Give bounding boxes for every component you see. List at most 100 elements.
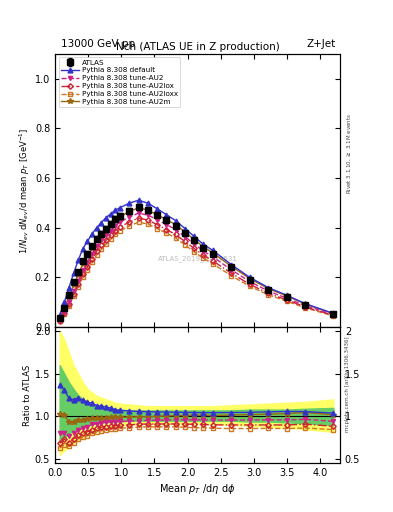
Pythia 8.308 default: [57, 312, 62, 318]
Pythia 8.308 tune-AU2loxx: [173, 235, 178, 241]
Pythia 8.308 tune-AU2: [210, 254, 215, 260]
Pythia 8.308 default: [266, 285, 271, 291]
Pythia 8.308 tune-AU2: [285, 295, 289, 302]
Line: Pythia 8.308 tune-AU2loxx: Pythia 8.308 tune-AU2loxx: [58, 220, 335, 323]
Pythia 8.308 default: [164, 211, 169, 218]
Pythia 8.308 tune-AU2: [173, 226, 178, 232]
Pythia 8.308 tune-AU2lox: [76, 281, 81, 287]
Pythia 8.308 tune-AU2m: [229, 263, 233, 269]
X-axis label: Mean $p_T$ /d$\eta$ d$\phi$: Mean $p_T$ /d$\eta$ d$\phi$: [159, 482, 236, 497]
Pythia 8.308 tune-AU2loxx: [113, 231, 118, 238]
Pythia 8.308 tune-AU2loxx: [85, 267, 90, 273]
Pythia 8.308 default: [127, 200, 132, 206]
Pythia 8.308 tune-AU2lox: [145, 217, 150, 223]
Pythia 8.308 tune-AU2loxx: [248, 283, 252, 289]
Pythia 8.308 tune-AU2: [99, 238, 104, 244]
Pythia 8.308 tune-AU2: [71, 288, 76, 294]
Pythia 8.308 tune-AU2lox: [113, 227, 118, 233]
Pythia 8.308 default: [331, 310, 336, 316]
Pythia 8.308 tune-AU2m: [173, 222, 178, 228]
Pythia 8.308 tune-AU2loxx: [118, 228, 122, 234]
Text: mcplots.cern.ch [arXiv:1306.3436]: mcplots.cern.ch [arXiv:1306.3436]: [345, 336, 350, 432]
Pythia 8.308 default: [94, 224, 99, 230]
Pythia 8.308 tune-AU2lox: [303, 304, 308, 310]
Pythia 8.308 default: [85, 238, 90, 244]
Pythia 8.308 tune-AU2loxx: [108, 237, 113, 243]
Pythia 8.308 tune-AU2lox: [192, 245, 196, 251]
Text: ATLAS_2019_I1736531: ATLAS_2019_I1736531: [158, 255, 237, 262]
Pythia 8.308 default: [118, 205, 122, 211]
Pythia 8.308 tune-AU2m: [90, 245, 94, 251]
Pythia 8.308 tune-AU2: [57, 317, 62, 323]
Pythia 8.308 default: [71, 270, 76, 276]
Pythia 8.308 tune-AU2: [303, 303, 308, 309]
Pythia 8.308 tune-AU2lox: [66, 302, 71, 308]
Pythia 8.308 tune-AU2lox: [94, 248, 99, 254]
Pythia 8.308 tune-AU2loxx: [210, 261, 215, 267]
Pythia 8.308 default: [210, 247, 215, 253]
Pythia 8.308 tune-AU2m: [57, 315, 62, 321]
Pythia 8.308 default: [192, 233, 196, 240]
Pythia 8.308 tune-AU2loxx: [229, 272, 233, 279]
Pythia 8.308 tune-AU2lox: [81, 271, 85, 278]
Pythia 8.308 tune-AU2lox: [285, 297, 289, 303]
Pythia 8.308 tune-AU2lox: [108, 232, 113, 239]
Pythia 8.308 default: [201, 241, 206, 247]
Legend: ATLAS, Pythia 8.308 default, Pythia 8.308 tune-AU2, Pythia 8.308 tune-AU2lox, Py: ATLAS, Pythia 8.308 default, Pythia 8.30…: [59, 57, 180, 107]
Pythia 8.308 tune-AU2lox: [155, 222, 160, 228]
Pythia 8.308 tune-AU2m: [113, 217, 118, 223]
Pythia 8.308 tune-AU2: [182, 233, 187, 240]
Pythia 8.308 tune-AU2loxx: [285, 298, 289, 304]
Pythia 8.308 default: [303, 301, 308, 307]
Pythia 8.308 tune-AU2m: [285, 293, 289, 299]
Pythia 8.308 tune-AU2: [85, 259, 90, 265]
Pythia 8.308 default: [155, 206, 160, 212]
Pythia 8.308 tune-AU2: [192, 241, 196, 247]
Pythia 8.308 tune-AU2lox: [182, 239, 187, 245]
Pythia 8.308 tune-AU2: [94, 243, 99, 249]
Line: Pythia 8.308 default: Pythia 8.308 default: [57, 198, 336, 317]
Pythia 8.308 tune-AU2: [104, 232, 108, 239]
Pythia 8.308 tune-AU2lox: [57, 318, 62, 324]
Pythia 8.308 tune-AU2lox: [136, 215, 141, 221]
Pythia 8.308 tune-AU2m: [127, 208, 132, 215]
Pythia 8.308 tune-AU2: [145, 212, 150, 218]
Pythia 8.308 tune-AU2m: [99, 232, 104, 238]
Pythia 8.308 tune-AU2: [113, 223, 118, 229]
Pythia 8.308 default: [173, 218, 178, 224]
Pythia 8.308 tune-AU2m: [76, 272, 81, 278]
Pythia 8.308 tune-AU2lox: [201, 252, 206, 259]
Pythia 8.308 default: [104, 215, 108, 221]
Pythia 8.308 tune-AU2m: [66, 293, 71, 300]
Pythia 8.308 tune-AU2: [76, 278, 81, 284]
Line: Pythia 8.308 tune-AU2: Pythia 8.308 tune-AU2: [58, 211, 335, 322]
Pythia 8.308 tune-AU2lox: [248, 281, 252, 287]
Pythia 8.308 tune-AU2loxx: [182, 242, 187, 248]
Pythia 8.308 default: [182, 225, 187, 231]
Pythia 8.308 tune-AU2: [108, 227, 113, 233]
Pythia 8.308 default: [113, 207, 118, 213]
Pythia 8.308 default: [76, 257, 81, 263]
Line: Pythia 8.308 tune-AU2lox: Pythia 8.308 tune-AU2lox: [58, 216, 335, 323]
Pythia 8.308 tune-AU2lox: [127, 219, 132, 225]
Pythia 8.308 tune-AU2lox: [266, 290, 271, 296]
Y-axis label: Ratio to ATLAS: Ratio to ATLAS: [23, 365, 32, 425]
Pythia 8.308 tune-AU2loxx: [71, 293, 76, 299]
Pythia 8.308 tune-AU2m: [248, 275, 252, 282]
Pythia 8.308 default: [81, 246, 85, 252]
Pythia 8.308 tune-AU2m: [182, 229, 187, 235]
Pythia 8.308 tune-AU2: [90, 250, 94, 257]
Pythia 8.308 tune-AU2lox: [71, 291, 76, 297]
Pythia 8.308 tune-AU2loxx: [81, 274, 85, 280]
Pythia 8.308 tune-AU2m: [192, 237, 196, 243]
Pythia 8.308 tune-AU2loxx: [62, 311, 67, 317]
Pythia 8.308 tune-AU2loxx: [145, 221, 150, 227]
Pythia 8.308 tune-AU2lox: [90, 255, 94, 262]
Pythia 8.308 tune-AU2m: [136, 205, 141, 211]
Pythia 8.308 tune-AU2loxx: [66, 303, 71, 309]
Pythia 8.308 tune-AU2: [136, 210, 141, 216]
Pythia 8.308 tune-AU2m: [164, 217, 169, 223]
Text: 13000 GeV pp: 13000 GeV pp: [61, 38, 135, 49]
Pythia 8.308 default: [285, 292, 289, 298]
Pythia 8.308 tune-AU2lox: [210, 258, 215, 264]
